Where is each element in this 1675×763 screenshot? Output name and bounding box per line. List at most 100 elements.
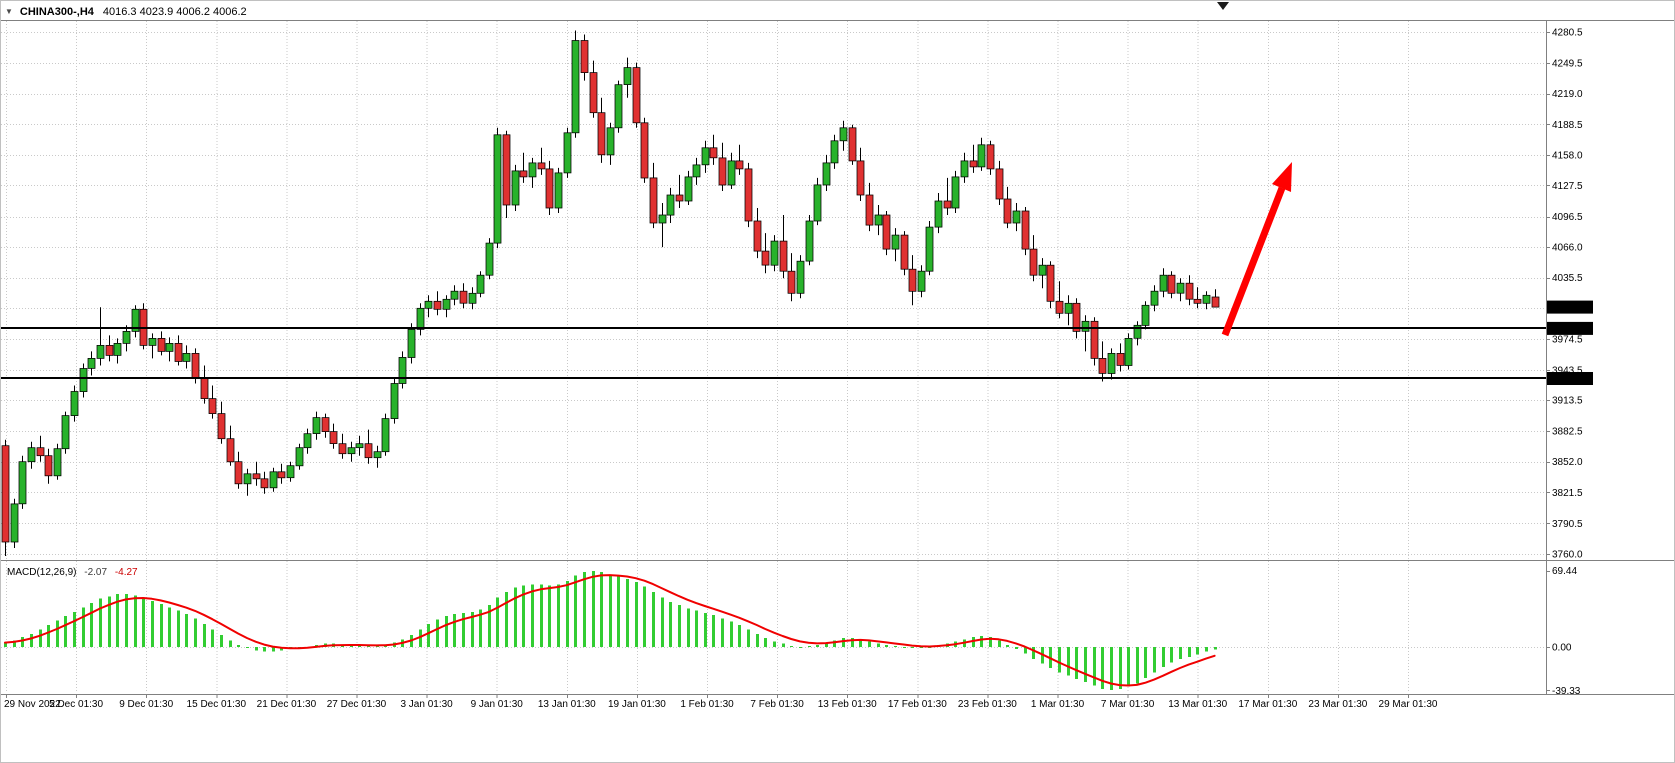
candle [10,503,19,543]
level-line-3935-badge[interactable] [1547,372,1593,385]
candle [908,268,917,292]
candle [753,220,762,252]
svg-text:4249.5: 4249.5 [1552,59,1583,70]
candle [761,250,770,266]
candle [545,168,554,209]
svg-text:13 Mar 01:30: 13 Mar 01:30 [1168,699,1227,710]
candle [433,300,442,310]
candle [995,168,1004,200]
candle [589,72,598,114]
candle [1116,353,1125,366]
svg-text:-39.33: -39.33 [1552,686,1581,697]
candle [1081,320,1090,332]
svg-text:23 Feb 01:30: 23 Feb 01:30 [958,699,1017,710]
horizontal-level-lines[interactable] [1,327,1546,379]
svg-text:0.00: 0.00 [1552,643,1572,654]
candle [1012,210,1021,224]
current-price-badge[interactable] [1547,300,1593,314]
svg-text:1 Feb 01:30: 1 Feb 01:30 [680,699,734,710]
candle [44,455,53,477]
candle [1003,198,1012,224]
candle [511,170,520,206]
candle [87,358,96,369]
price-badges: 4006.2 3985.0 3935.0 [1547,300,1593,385]
candle [131,308,140,332]
trend-arrow-annotation[interactable] [1221,162,1292,337]
candle [390,383,399,419]
candle [468,292,477,304]
svg-text:4188.5: 4188.5 [1552,120,1583,131]
svg-text:1 Mar 01:30: 1 Mar 01:30 [1031,699,1085,710]
candle [969,160,978,168]
svg-text:3935.0: 3935.0 [1550,374,1581,385]
candle [1133,324,1142,339]
candle [614,84,623,129]
candle [1064,302,1073,314]
svg-text:3821.5: 3821.5 [1552,488,1583,499]
candle [1,445,10,543]
candle [18,461,27,505]
candle [27,447,36,463]
svg-text:7 Mar 01:30: 7 Mar 01:30 [1101,699,1155,710]
candle [208,398,217,414]
svg-text:3913.5: 3913.5 [1552,396,1583,407]
candle [1211,296,1220,308]
candle [96,345,105,359]
candle [528,162,537,178]
candle [1090,320,1099,359]
candle [1159,274,1168,292]
candle [485,242,494,276]
grid-layer [1,21,1546,693]
candle [675,194,684,202]
symbol-dropdown-icon[interactable]: ▼ [5,7,13,16]
symbol-period-label: CHINA300-,H4 [19,6,94,18]
candle [1055,300,1064,314]
candle [805,220,814,262]
candle [493,134,502,244]
candle [900,234,909,270]
candle [105,345,114,356]
candle [787,270,796,294]
svg-text:21 Dec 01:30: 21 Dec 01:30 [257,699,317,710]
chart-layers: 4280.5 4249.5 4219.0 4188.5 4158.0 4127.5 4096… [1,20,1674,710]
candle [312,417,321,434]
pane-borders [1,20,1674,695]
candle [61,415,70,450]
candle [597,112,606,156]
macd-label-text: MACD(12,26,9) [7,567,76,578]
candle [182,353,191,362]
candle [830,140,839,164]
level-line-3985-badge[interactable] [1547,321,1593,335]
svg-text:3 Jan 01:30: 3 Jan 01:30 [400,699,453,710]
macd-signal-line [4,574,1216,687]
candle [1176,282,1185,294]
candlestick-series [1,30,1220,556]
chart-shift-marker-icon[interactable] [1217,2,1229,10]
axis-ticks [6,32,1550,698]
candle [934,200,943,228]
candle [442,298,451,310]
candle [709,147,718,159]
candle [658,214,667,224]
macd-axis-labels: 69.44 0.00 -39.33 [1552,566,1581,697]
candle [122,331,131,344]
svg-text:3760.0: 3760.0 [1552,550,1583,561]
candle [200,378,209,399]
candle [848,127,857,162]
svg-text:4006.2: 4006.2 [1550,303,1581,314]
candle [563,132,572,174]
svg-text:29 Nov 2022: 29 Nov 2022 [4,699,61,710]
candle [277,471,286,479]
svg-text:13 Feb 01:30: 13 Feb 01:30 [818,699,877,710]
candle [329,431,338,444]
svg-text:3943.5: 3943.5 [1552,366,1583,377]
candle [865,194,874,226]
candle [252,473,261,480]
macd-indicator-label: MACD(12,26,9) -2.07 -4.27 [7,567,138,578]
candle [407,329,416,358]
candle [364,443,373,459]
candle [666,194,675,216]
candle [226,438,235,463]
